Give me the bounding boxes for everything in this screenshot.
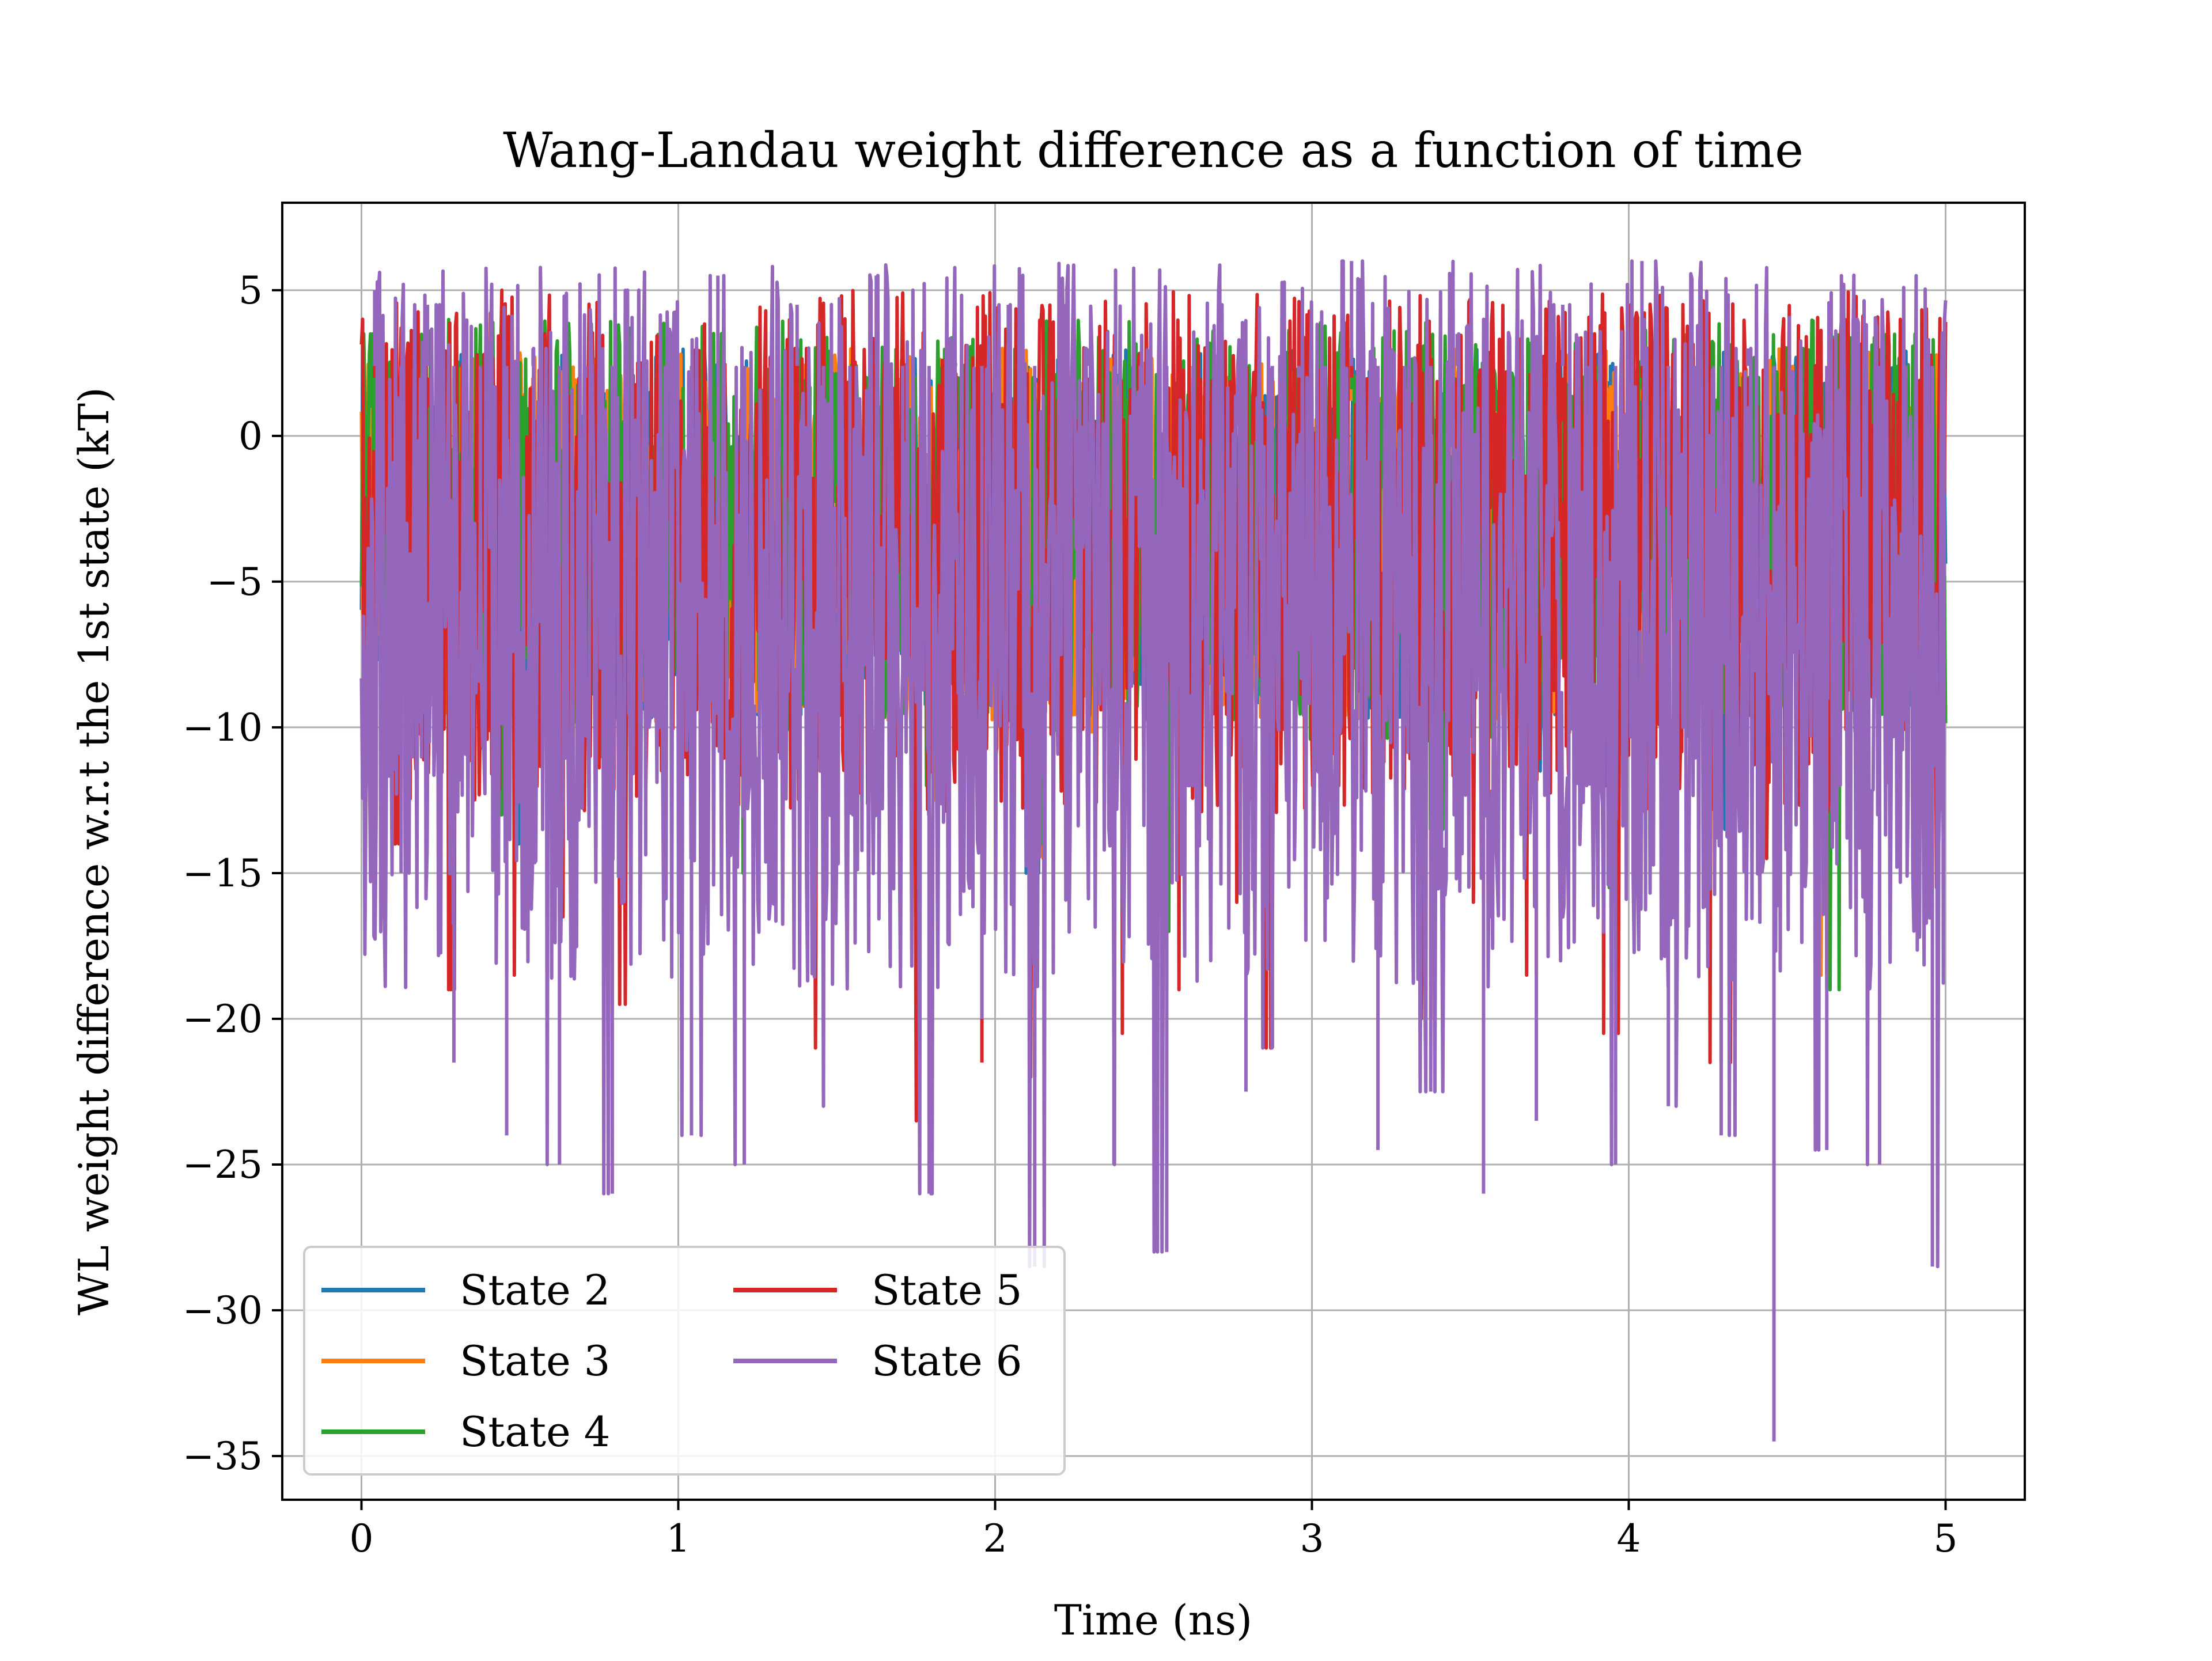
y-tick-label: −20 bbox=[183, 997, 263, 1041]
legend-label: State 2 bbox=[460, 1266, 610, 1314]
legend-label: State 6 bbox=[872, 1337, 1022, 1385]
x-tick-label: 0 bbox=[350, 1516, 374, 1561]
x-tick-label: 3 bbox=[1300, 1516, 1324, 1561]
y-tick-label: −15 bbox=[183, 851, 263, 896]
y-tick-label: −5 bbox=[207, 560, 263, 604]
x-tick-label: 1 bbox=[666, 1516, 691, 1561]
legend: State 2 State 3 State 4 State 5 State 6 bbox=[303, 1246, 1066, 1476]
x-tick-label: 4 bbox=[1617, 1516, 1641, 1561]
y-axis-label: WL weight difference w.r.t the 1st state… bbox=[70, 387, 118, 1315]
series-layer bbox=[359, 259, 1948, 1442]
y-tick-label: 0 bbox=[238, 414, 263, 458]
chart-title: Wang-Landau weight difference as a funct… bbox=[503, 122, 1804, 179]
ticks: 0 1 2 3 4 5 5 0 −5 −10 −15 −20 −25 −30 −35 bbox=[183, 268, 1958, 1561]
legend-label: State 3 bbox=[460, 1337, 610, 1385]
series-line-state-6 bbox=[359, 259, 1948, 1269]
legend-box bbox=[303, 1246, 1066, 1476]
y-tick-label: −25 bbox=[183, 1143, 263, 1187]
x-axis-label: Time (ns) bbox=[1054, 1596, 1252, 1644]
y-tick-label: −35 bbox=[183, 1434, 263, 1478]
y-tick-label: 5 bbox=[238, 268, 263, 313]
legend-label: State 4 bbox=[460, 1408, 610, 1456]
x-tick-label: 5 bbox=[1934, 1516, 1958, 1561]
legend-label: State 5 bbox=[872, 1266, 1022, 1314]
y-tick-label: −10 bbox=[183, 706, 263, 750]
x-tick-label: 2 bbox=[983, 1516, 1007, 1561]
y-tick-label: −30 bbox=[183, 1288, 263, 1333]
axes-frame bbox=[281, 202, 2026, 1501]
